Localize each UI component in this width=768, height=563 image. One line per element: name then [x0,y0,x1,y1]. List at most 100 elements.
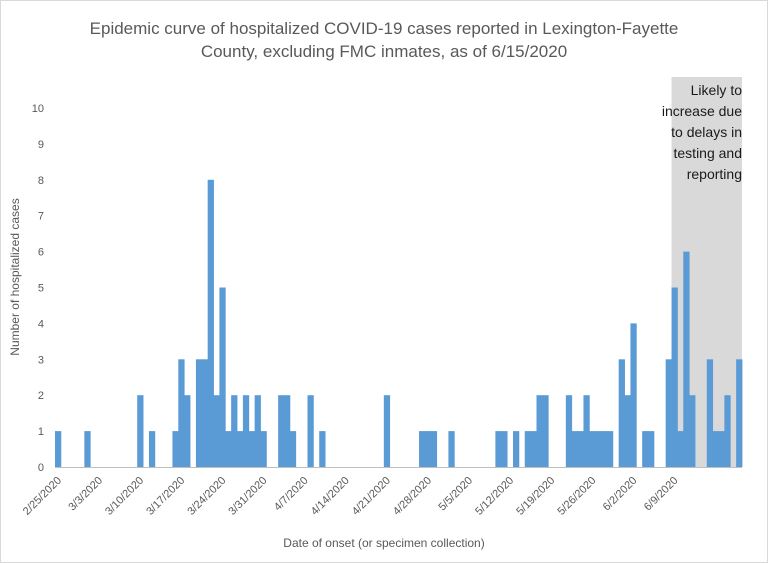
bar [284,395,291,467]
bar [237,431,244,467]
bar [242,395,250,467]
bar [601,431,608,467]
bar [571,431,578,467]
y-tick-label: 2 [38,390,44,402]
x-tick-label: 5/5/2020 [436,475,475,514]
y-tick-labels: 0 1 2 3 4 5 6 7 8 9 10 [32,103,44,474]
bar [706,359,714,467]
y-tick-label: 9 [38,139,44,151]
x-tick-labels: 2/25/2020 3/3/20203/10/20203/17/20203/24/… [21,475,681,518]
bar [260,431,267,467]
bar [213,395,220,467]
bar [195,359,203,467]
bar [201,359,209,467]
y-tick-label: 8 [38,175,44,187]
bar [254,395,261,467]
annotation-line: to delays in [671,124,742,140]
chart-title-line-2: County, excluding FMC inmates, as of 6/1… [200,42,568,61]
bar [577,431,584,467]
bar [536,395,543,467]
bar [137,395,144,467]
bar [55,431,62,467]
x-tick-label: 3/17/2020 [144,475,187,518]
bar [307,395,314,467]
x-tick-label: 2/25/2020 [21,475,64,518]
x-tick-label: 6/9/2020 [642,475,681,514]
bar [419,431,426,467]
bar [542,395,549,467]
bar [231,395,238,467]
bar [424,431,432,467]
bar [618,359,625,467]
bar [718,431,725,467]
bar [319,431,326,467]
bar [495,431,502,467]
bar [530,431,537,467]
bar [642,431,649,467]
bar [383,395,391,467]
bar [248,431,256,467]
bar [430,431,438,467]
bar [524,431,532,467]
bar [648,431,655,467]
x-tick-label: 3/3/2020 [66,475,105,514]
bar [172,431,179,467]
delay-annotation: Likely to increase due to delays in test… [640,80,742,185]
x-tick-label: 6/2/2020 [601,475,640,514]
bar [712,431,719,467]
chart-title-line-1: Epidemic curve of hospitalized COVID-19 … [89,19,679,38]
x-tick-label: 3/10/2020 [103,475,146,518]
bar [278,395,285,467]
bar [630,323,637,467]
bar [589,431,596,467]
bar [501,431,508,467]
y-tick-label: 3 [38,354,44,366]
bar [665,359,672,467]
y-tick-label: 0 [38,462,44,474]
y-tick-label: 10 [32,103,44,115]
y-tick-label: 7 [38,211,44,223]
bar [583,395,590,467]
y-tick-label: 6 [38,247,44,259]
bar [595,431,602,467]
x-tick-label: 4/7/2020 [272,475,311,514]
x-tick-label: 5/26/2020 [555,475,598,518]
x-tick-label: 4/14/2020 [309,475,352,518]
bar [148,431,156,467]
bar [513,431,520,467]
x-tick-label: 4/21/2020 [350,475,393,518]
bar [184,395,191,467]
bar [677,431,684,467]
bar [565,395,573,467]
annotation-line: reporting [686,166,742,182]
bar [84,431,91,467]
bar [624,395,631,467]
x-axis-label: Date of onset (or specimen collection) [283,536,485,550]
bar [219,287,226,467]
bar [448,431,455,467]
bar [178,359,185,467]
annotation-line: testing and [673,145,743,161]
bar [207,179,214,468]
bar [689,395,696,467]
annotation-line: Likely to [690,82,742,98]
x-tick-label: 4/28/2020 [391,475,434,518]
y-tick-label: 5 [38,283,44,295]
bar [724,395,731,467]
bar [606,431,614,467]
x-tick-label: 5/12/2020 [473,475,516,518]
x-tick-label: 3/31/2020 [226,475,269,518]
bar [225,431,232,467]
bar [736,359,743,467]
annotation-line: increase due [661,103,742,119]
bar [671,287,678,467]
bars-group [55,179,743,468]
y-tick-label: 4 [38,318,44,330]
x-tick-label: 3/24/2020 [185,475,228,518]
bar [289,431,297,467]
bar [683,251,690,467]
y-tick-label: 1 [38,426,44,438]
x-tick-label: 5/19/2020 [514,475,557,518]
